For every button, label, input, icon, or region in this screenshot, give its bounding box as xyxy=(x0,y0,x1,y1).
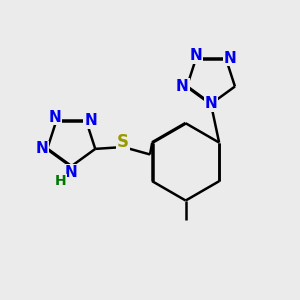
Text: N: N xyxy=(205,96,217,111)
Text: N: N xyxy=(224,51,237,66)
Text: N: N xyxy=(176,79,189,94)
Text: N: N xyxy=(65,165,78,180)
Text: S: S xyxy=(117,133,129,151)
Text: N: N xyxy=(49,110,61,124)
Text: N: N xyxy=(190,48,202,63)
Text: N: N xyxy=(84,113,97,128)
Text: N: N xyxy=(35,141,48,156)
Text: H: H xyxy=(55,174,67,188)
